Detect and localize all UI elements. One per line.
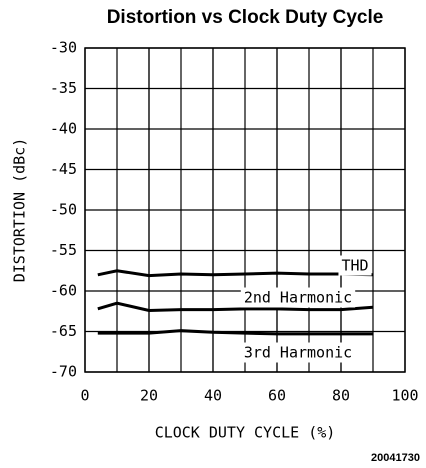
figure-code: 20041730 bbox=[371, 452, 420, 464]
y-tick-label: -45 bbox=[50, 160, 77, 178]
line-series bbox=[97, 269, 374, 278]
label-background bbox=[240, 342, 356, 363]
x-tick-label: 40 bbox=[204, 387, 222, 405]
y-tick-label: -40 bbox=[50, 120, 77, 138]
series-label: THD bbox=[341, 257, 368, 275]
y-tick-label: -60 bbox=[50, 282, 77, 300]
x-tick-label: 0 bbox=[80, 387, 89, 405]
y-tick-label: -50 bbox=[50, 201, 77, 219]
chart-title: Distortion vs Clock Duty Cycle bbox=[107, 7, 384, 28]
series-label: 3rd Harmonic bbox=[244, 344, 352, 362]
y-tick-label: -70 bbox=[50, 363, 77, 381]
y-tick-label: -55 bbox=[50, 241, 77, 259]
x-tick-label: 100 bbox=[391, 387, 418, 405]
line-series bbox=[97, 301, 374, 312]
x-tick-label: 20 bbox=[140, 387, 158, 405]
y-tick-label: -35 bbox=[50, 79, 77, 97]
y-tick-label: -30 bbox=[50, 39, 77, 57]
label-background bbox=[240, 287, 356, 308]
x-tick-label: 80 bbox=[332, 387, 350, 405]
plot-border bbox=[84, 47, 406, 373]
x-tick-label: 60 bbox=[268, 387, 286, 405]
series-label: 2nd Harmonic bbox=[244, 289, 352, 307]
line-series bbox=[97, 329, 373, 336]
label-background bbox=[338, 255, 372, 276]
x-axis-label: CLOCK DUTY CYCLE (%) bbox=[155, 424, 336, 442]
y-axis-label: DISTORTION (dBc) bbox=[11, 138, 29, 283]
y-tick-label: -65 bbox=[50, 322, 77, 340]
